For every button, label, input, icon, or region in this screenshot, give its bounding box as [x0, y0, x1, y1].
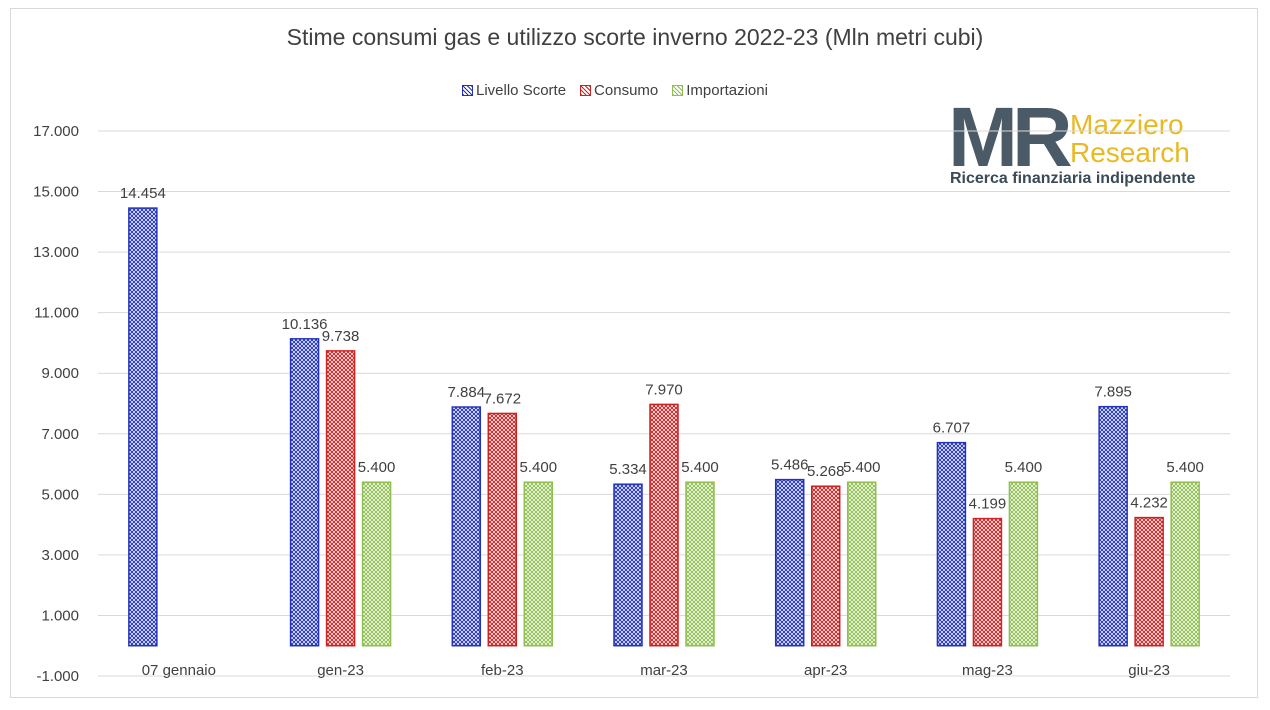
bar — [774, 478, 805, 647]
y-tick-label: 3.000 — [41, 547, 79, 564]
y-tick-label: 17.000 — [33, 123, 79, 140]
legend-label: Consumo — [594, 82, 659, 99]
y-tick-label: 9.000 — [41, 365, 79, 382]
data-label: 5.268 — [807, 463, 845, 480]
legend-item: Importazioni — [672, 82, 768, 99]
data-label: 5.400 — [1005, 459, 1043, 476]
x-tick-label: giu-23 — [1128, 662, 1170, 679]
x-tick-label: apr-23 — [804, 662, 847, 679]
bar — [128, 207, 158, 647]
bar — [685, 481, 715, 647]
legend-item: Livello Scorte — [462, 82, 566, 99]
bar — [846, 481, 877, 647]
bar — [1008, 481, 1039, 647]
bar — [289, 338, 320, 647]
bar — [936, 441, 967, 647]
logo-line1: Mazziero — [1070, 109, 1184, 140]
data-label: 5.400 — [520, 459, 558, 476]
legend-swatch — [580, 85, 592, 96]
y-tick-label: -1.000 — [36, 668, 79, 685]
y-tick-label: 11.000 — [34, 305, 79, 322]
data-label: 9.738 — [322, 328, 360, 345]
bar — [972, 517, 1003, 647]
logo-line2: Research — [1070, 137, 1190, 168]
data-label: 5.400 — [1166, 459, 1204, 476]
bar — [1098, 405, 1128, 647]
data-label: 7.970 — [645, 381, 683, 398]
data-label: 4.232 — [1130, 495, 1168, 512]
bar — [613, 483, 643, 647]
data-label: 7.884 — [448, 384, 486, 401]
mazziero-research-logo: MR Mazziero Research Ricerca finanziaria… — [948, 96, 1196, 187]
data-label: 5.400 — [358, 459, 396, 476]
x-tick-label: feb-23 — [481, 662, 524, 679]
bar — [810, 485, 841, 647]
legend-label: Importazioni — [686, 82, 768, 99]
legend-label: Livello Scorte — [476, 82, 567, 99]
bar — [361, 481, 392, 647]
legend: Livello Scorte Consumo Importazioni — [462, 82, 768, 99]
bar — [487, 412, 518, 647]
y-tick-label: 1.000 — [41, 607, 79, 624]
data-label: 5.400 — [681, 459, 719, 476]
legend-item: Consumo — [580, 82, 658, 99]
logo-tagline: Ricerca finanziaria indipendente — [950, 170, 1196, 187]
logo-mark: MR — [948, 96, 1071, 184]
bar — [523, 481, 554, 647]
y-tick-label: 13.000 — [33, 244, 79, 261]
legend-swatch — [672, 85, 684, 96]
data-label: 6.707 — [933, 420, 971, 437]
data-label: 7.895 — [1094, 384, 1132, 401]
data-label: 10.136 — [282, 316, 328, 333]
data-label: 14.454 — [120, 185, 166, 202]
bar — [649, 403, 679, 647]
bar — [451, 406, 482, 647]
data-label: 5.486 — [771, 457, 809, 474]
data-label: 5.400 — [843, 459, 881, 476]
x-tick-label: gen-23 — [317, 662, 364, 679]
x-tick-label: mag-23 — [962, 662, 1013, 679]
x-tick-label: 07 gennaio — [142, 662, 216, 679]
y-tick-label: 5.000 — [41, 486, 79, 503]
data-label: 5.334 — [609, 461, 647, 478]
chart-title: Stime consumi gas e utilizzo scorte inve… — [286, 24, 984, 50]
data-label: 7.672 — [484, 390, 522, 407]
bar — [1170, 481, 1200, 647]
y-tick-label: 15.000 — [33, 184, 79, 201]
data-label: 4.199 — [969, 496, 1007, 513]
legend-swatch — [462, 85, 473, 96]
bar — [325, 350, 356, 647]
x-tick-label: mar-23 — [640, 662, 688, 679]
bar — [1134, 516, 1164, 647]
y-tick-label: 7.000 — [41, 426, 79, 443]
